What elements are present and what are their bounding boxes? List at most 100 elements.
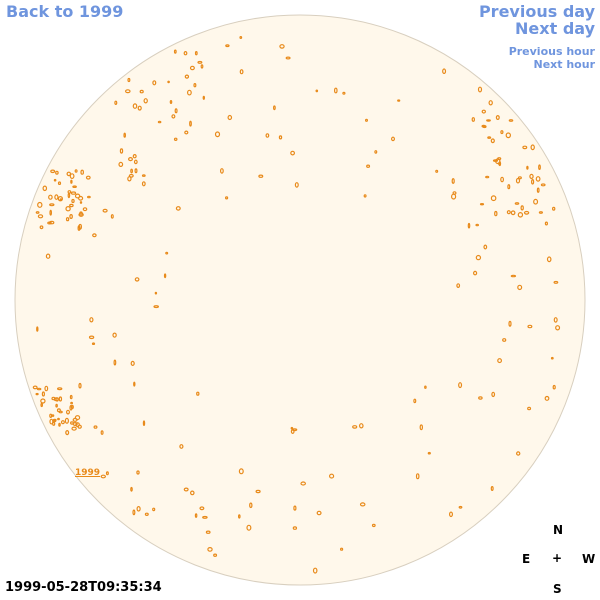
contour-mark [55, 170, 59, 175]
solar-disk [14, 14, 586, 586]
contour-mark [526, 165, 529, 170]
compass-north: N [553, 523, 564, 537]
contour-mark [225, 44, 230, 48]
contour-mark [64, 417, 70, 424]
contour-mark [130, 168, 134, 174]
contour-mark [397, 99, 401, 102]
contour-mark [316, 510, 322, 516]
contour-mark [510, 274, 517, 278]
back-to-year-link[interactable]: Back to 1999 [6, 2, 124, 21]
contour-mark [88, 335, 95, 340]
contour-mark [40, 402, 43, 408]
contour-mark [479, 202, 485, 206]
contour-mark [202, 95, 205, 100]
contour-mark [72, 422, 78, 427]
contour-mark [100, 474, 107, 479]
contour-mark [555, 325, 561, 331]
contour-mark [189, 65, 195, 71]
contour-mark [57, 181, 62, 186]
contour-mark [315, 89, 319, 93]
contour-mark [55, 403, 58, 408]
contour-mark [527, 406, 532, 411]
contour-mark [163, 273, 167, 279]
contour-mark [186, 89, 192, 96]
contour-mark [58, 396, 63, 402]
contour-mark [214, 131, 221, 138]
contour-mark [540, 183, 546, 187]
contour-mark [544, 395, 550, 401]
contour-mark [505, 132, 511, 139]
contour-mark [37, 201, 43, 208]
contour-mark [205, 530, 211, 534]
contour-mark [219, 168, 224, 174]
contour-mark [300, 481, 307, 486]
contour-mark [49, 418, 54, 425]
contour-mark [69, 404, 73, 411]
contour-mark [202, 515, 208, 519]
contour-mark [366, 164, 371, 168]
contour-mark [93, 425, 98, 429]
contour-mark [197, 60, 203, 64]
previous-hour-link[interactable]: Previous hour [508, 45, 595, 58]
contour-mark [136, 470, 140, 475]
contour-mark [449, 511, 454, 518]
contour-mark [467, 222, 471, 229]
contour-mark [36, 387, 42, 391]
compass-south: S [553, 582, 562, 596]
contour-mark [517, 284, 523, 291]
contour-mark [113, 359, 117, 366]
contour-mark [133, 159, 138, 165]
contour-mark [139, 89, 144, 94]
year-label-link[interactable]: 1999 [75, 468, 101, 478]
compass-center: + [552, 551, 563, 565]
contour-mark [65, 217, 70, 222]
contour-mark [65, 430, 70, 436]
contour-mark [74, 169, 78, 173]
contour-mark [183, 487, 189, 492]
contour-mark [141, 181, 146, 187]
contour-mark [70, 401, 73, 405]
next-hour-link[interactable]: Next hour [533, 58, 596, 71]
contour-mark [294, 182, 299, 188]
next-day-link[interactable]: Next day [515, 19, 595, 38]
contour-mark [249, 502, 253, 509]
contour-mark [49, 203, 55, 207]
previous-day-link[interactable]: Previous day [478, 2, 595, 21]
contour-mark [67, 192, 71, 199]
contour-mark [523, 210, 530, 215]
contour-mark [258, 174, 264, 178]
contour-mark [544, 221, 549, 226]
contour-mark [471, 117, 475, 122]
contour-mark [475, 223, 480, 227]
contour-mark [42, 185, 48, 192]
contour-mark [293, 505, 297, 511]
contour-mark [522, 145, 528, 150]
contour-mark [40, 398, 46, 404]
contour-mark [44, 385, 49, 392]
contour-mark [173, 49, 177, 54]
contour-mark [105, 471, 109, 476]
contour-mark [520, 205, 524, 211]
contour-mark [536, 187, 540, 193]
contour-mark [550, 356, 554, 360]
contour-mark [48, 194, 53, 200]
contour-mark [246, 524, 252, 531]
contour-mark [52, 421, 56, 426]
contour-mark [371, 523, 376, 528]
contour-mark [194, 513, 198, 518]
contour-mark [490, 138, 495, 144]
contour-mark [130, 486, 133, 492]
contour-mark [157, 120, 162, 124]
contour-mark [458, 505, 463, 509]
contour-mark [91, 342, 96, 345]
contour-mark [119, 148, 124, 154]
contour-mark [79, 201, 83, 204]
contour-mark [553, 317, 558, 323]
contour-mark [497, 358, 503, 364]
contour-mark [86, 195, 91, 199]
contour-mark [508, 320, 512, 327]
contour-mark [92, 233, 97, 238]
contour-mark [527, 324, 533, 329]
contour-mark [238, 468, 244, 475]
contour-mark [488, 100, 493, 106]
